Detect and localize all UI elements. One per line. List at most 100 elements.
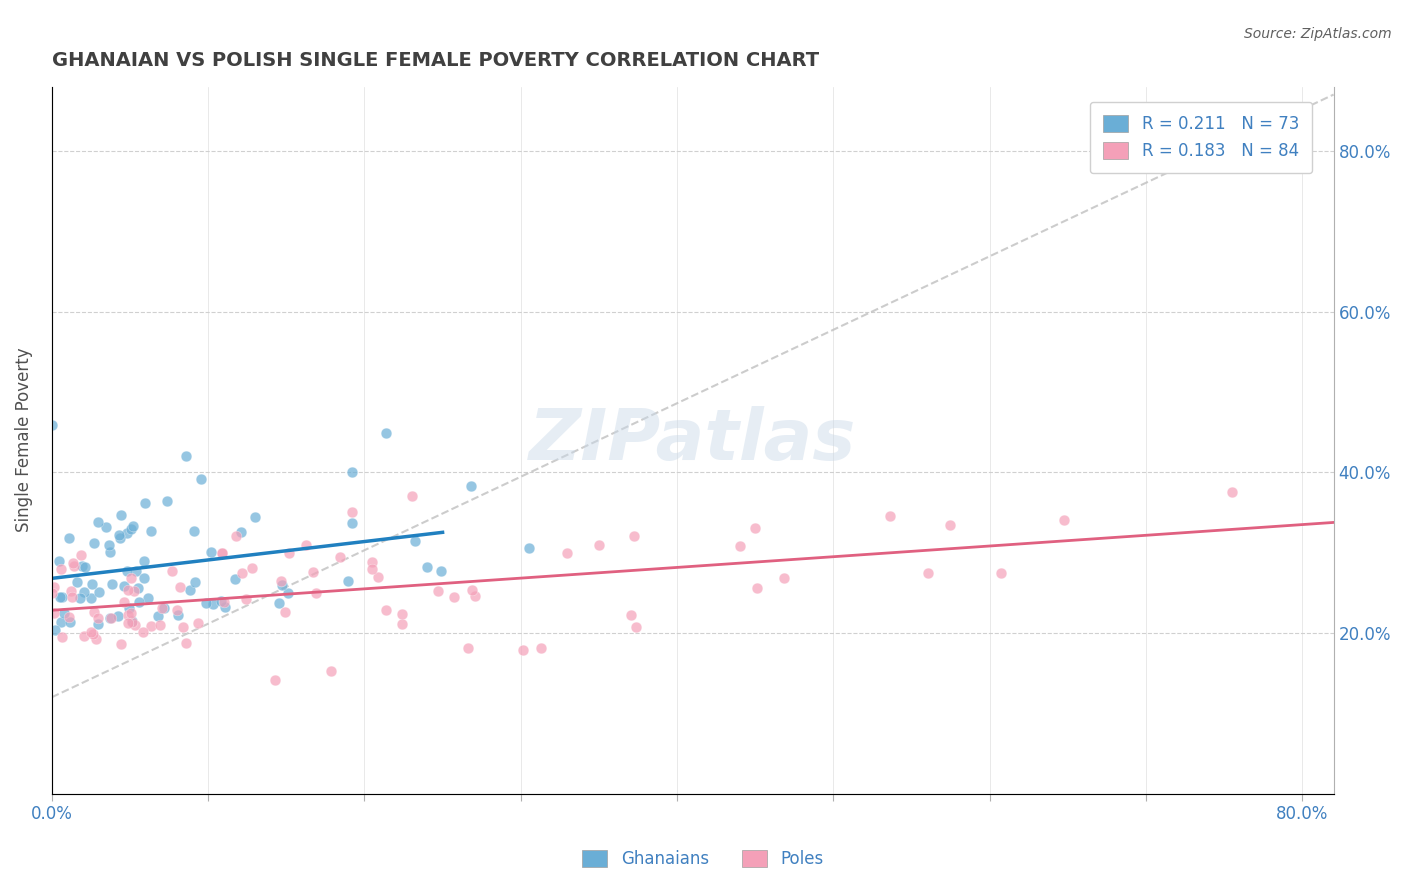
- Point: [917, 566, 939, 581]
- Point: [124, 617, 146, 632]
- Point: [66, 574, 89, 589]
- Point: [184, 574, 207, 589]
- Point: [70, 558, 93, 573]
- Point: [155, 494, 177, 508]
- Point: [80, 591, 103, 605]
- Point: [460, 479, 482, 493]
- Point: [200, 545, 222, 559]
- Point: [225, 529, 247, 543]
- Point: [58, 531, 80, 545]
- Point: [342, 465, 364, 479]
- Point: [141, 524, 163, 538]
- Point: [623, 529, 645, 543]
- Point: [427, 583, 450, 598]
- Point: [121, 614, 143, 628]
- Point: [59, 615, 82, 629]
- Point: [416, 559, 439, 574]
- Point: [588, 538, 610, 552]
- Point: [121, 615, 143, 629]
- Point: [60, 591, 83, 605]
- Point: [122, 583, 145, 598]
- Point: [120, 606, 142, 620]
- Point: [127, 582, 149, 596]
- Point: [1220, 485, 1243, 500]
- Point: [75, 560, 97, 574]
- Point: [195, 596, 218, 610]
- Point: [52, 607, 75, 621]
- Point: [271, 578, 294, 592]
- Text: GHANAIAN VS POLISH SINGLE FEMALE POVERTY CORRELATION CHART: GHANAIAN VS POLISH SINGLE FEMALE POVERTY…: [52, 51, 818, 70]
- Point: [87, 585, 110, 599]
- Point: [107, 609, 129, 624]
- Point: [70, 548, 93, 562]
- Point: [404, 534, 426, 549]
- Point: [84, 632, 107, 646]
- Point: [132, 624, 155, 639]
- Point: [128, 595, 150, 609]
- Point: [747, 581, 769, 595]
- Point: [166, 607, 188, 622]
- Point: [240, 561, 263, 575]
- Point: [430, 564, 453, 578]
- Point: [110, 508, 132, 522]
- Text: Source: ZipAtlas.com: Source: ZipAtlas.com: [1244, 27, 1392, 41]
- Point: [44, 624, 66, 638]
- Point: [342, 505, 364, 519]
- Point: [48, 554, 70, 568]
- Point: [100, 611, 122, 625]
- Point: [512, 643, 534, 657]
- Point: [117, 615, 139, 630]
- Point: [179, 583, 201, 598]
- Point: [166, 603, 188, 617]
- Point: [274, 605, 297, 619]
- Point: [183, 524, 205, 538]
- Point: [391, 617, 413, 632]
- Point: [97, 538, 120, 552]
- Point: [73, 585, 96, 599]
- Point: [443, 590, 465, 604]
- Point: [367, 570, 389, 584]
- Point: [153, 601, 176, 615]
- Point: [110, 637, 132, 651]
- Point: [530, 640, 553, 655]
- Point: [110, 532, 132, 546]
- Point: [134, 553, 156, 567]
- Point: [51, 631, 73, 645]
- Point: [63, 559, 86, 574]
- Point: [744, 521, 766, 535]
- Point: [115, 564, 138, 578]
- Point: [138, 591, 160, 606]
- Point: [98, 545, 121, 559]
- Point: [112, 579, 135, 593]
- Point: [72, 629, 94, 643]
- Point: [83, 535, 105, 549]
- Point: [264, 673, 287, 688]
- Point: [329, 550, 352, 565]
- Point: [141, 619, 163, 633]
- Point: [120, 571, 142, 585]
- Point: [201, 597, 224, 611]
- Point: [122, 518, 145, 533]
- Point: [107, 527, 129, 541]
- Point: [160, 564, 183, 578]
- Point: [100, 576, 122, 591]
- Point: [517, 541, 540, 555]
- Point: [391, 607, 413, 621]
- Point: [117, 601, 139, 615]
- Point: [209, 594, 232, 608]
- Point: [269, 596, 291, 610]
- Point: [277, 585, 299, 599]
- Point: [49, 615, 72, 629]
- Point: [212, 595, 235, 609]
- Point: [375, 603, 398, 617]
- Point: [401, 489, 423, 503]
- Point: [174, 449, 197, 463]
- Point: [464, 589, 486, 603]
- Point: [58, 610, 80, 624]
- Point: [305, 586, 328, 600]
- Point: [150, 601, 173, 615]
- Point: [51, 590, 73, 604]
- Point: [728, 539, 751, 553]
- Point: [321, 665, 343, 679]
- Point: [87, 611, 110, 625]
